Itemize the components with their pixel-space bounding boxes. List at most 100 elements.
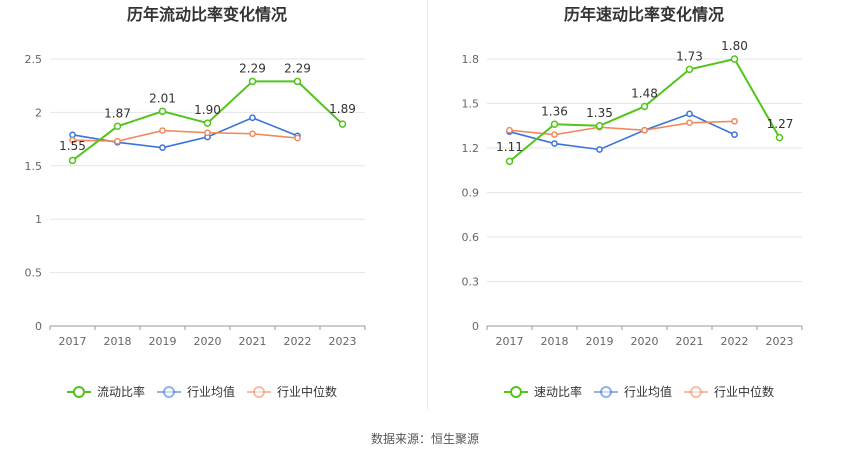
data-point (69, 131, 76, 139)
series-line (72, 116, 298, 149)
x-tick-label: 2019 (149, 335, 177, 348)
data-point (686, 119, 693, 127)
legend-label: 行业均值 (187, 384, 235, 399)
x-tick-label: 2020 (631, 335, 659, 348)
data-label: 1.35 (586, 106, 613, 120)
data-point (294, 134, 301, 142)
legend-marker (253, 386, 265, 398)
data-point (551, 131, 558, 138)
data-label: 1.87 (104, 106, 131, 120)
chart-panel-1: 历年流动比率变化情况 0 0.5 1 1.5 2 2.5 2017 2018 2019 2020 20… (25, 5, 366, 399)
chart-title: 历年流动比率变化情况 (127, 5, 287, 24)
series-industry-mean (69, 114, 301, 151)
x-tick-label: 2023 (766, 335, 794, 348)
data-label: 1.48 (631, 86, 658, 100)
series-industry-median (506, 117, 738, 138)
data-point (159, 127, 166, 134)
y-tick-label: 0.3 (462, 276, 480, 289)
x-tick-label: 2018 (104, 335, 132, 348)
legend-label: 行业均值 (624, 384, 672, 399)
x-tick-label: 2018 (541, 335, 569, 348)
y-tick-label: 0 (472, 320, 479, 333)
data-point (249, 114, 256, 122)
data-point (159, 144, 166, 151)
legend-item: 速动比率 (504, 384, 582, 399)
legend-item: 行业中位数 (247, 384, 337, 399)
x-tick-label: 2017 (59, 335, 87, 348)
series-line (509, 120, 735, 136)
x-tick-label: 2020 (194, 335, 222, 348)
x-tick-label: 2022 (721, 335, 749, 348)
data-label: 1.89 (329, 102, 356, 116)
legend-marker (600, 386, 612, 398)
data-point (158, 107, 167, 116)
data-point (505, 157, 514, 166)
x-tick-label: 2021 (676, 335, 704, 348)
data-point (596, 146, 603, 153)
data-point (595, 122, 604, 130)
data-point (338, 120, 347, 128)
y-tick-label: 2.5 (25, 53, 43, 66)
data-point (203, 119, 212, 127)
x-tick-label: 2023 (329, 335, 357, 348)
data-label: 1.80 (721, 39, 748, 53)
data-point (731, 131, 738, 138)
legend-label: 速动比率 (534, 384, 582, 399)
data-point (68, 156, 77, 165)
data-point (204, 129, 211, 137)
legend-item: 行业均值 (594, 384, 672, 399)
data-point (293, 77, 302, 86)
data-point (730, 55, 739, 63)
chart-title: 历年速动比率变化情况 (564, 5, 724, 24)
data-label: 2.29 (239, 61, 266, 75)
data-point (551, 140, 558, 147)
legend-label: 行业中位数 (714, 384, 774, 399)
y-tick-label: 0.9 (462, 187, 480, 200)
data-point (114, 137, 121, 145)
legend-item: 行业均值 (157, 384, 235, 399)
y-tick-label: 1.5 (25, 160, 43, 173)
legend-marker (510, 386, 522, 398)
panel-divider (427, 0, 428, 410)
y-tick-label: 0 (35, 320, 42, 333)
series-main: 1.11 1.36 1.35 1.48 1.73 1.80 1.27 (496, 39, 794, 166)
y-tick-label: 0.6 (462, 231, 480, 244)
legend-marker (73, 386, 85, 398)
data-point (685, 65, 694, 74)
data-label: 2.29 (284, 61, 311, 75)
y-tick-label: 1 (35, 213, 42, 226)
legend-label: 流动比率 (97, 384, 145, 399)
data-point (550, 120, 559, 129)
x-tick-label: 2021 (239, 335, 267, 348)
y-tick-label: 0.5 (25, 267, 43, 280)
x-tick-label: 2017 (496, 335, 524, 348)
x-tick-label: 2019 (586, 335, 614, 348)
data-point (249, 130, 256, 138)
data-point (113, 122, 122, 131)
legend-item: 流动比率 (67, 384, 145, 399)
y-tick-label: 2 (35, 106, 42, 119)
data-label: 1.11 (496, 140, 523, 154)
x-tick-label: 2022 (284, 335, 312, 348)
data-point (640, 102, 649, 111)
legend-marker (690, 386, 702, 398)
data-point (69, 136, 76, 144)
data-point (641, 126, 648, 134)
y-tick-label: 1.5 (462, 98, 480, 111)
data-point (686, 110, 693, 118)
data-point (506, 126, 513, 134)
series-main: 1.55 1.87 2.01 1.90 2.29 2.29 1.89 (59, 61, 356, 165)
chart-panel-2: 历年速动比率变化情况 0 0.3 0.6 0.9 1.2 1.5 1.8 2017 2018 201… (462, 5, 803, 399)
series-line (509, 113, 735, 151)
legend-item: 行业中位数 (684, 384, 774, 399)
data-label: 1.90 (194, 103, 221, 117)
data-label: 1.36 (541, 104, 568, 118)
data-point (731, 117, 738, 125)
y-tick-label: 1.8 (462, 53, 480, 66)
y-tick-label: 1.2 (462, 142, 480, 155)
data-label: 1.27 (767, 117, 794, 131)
series-industry-median (69, 127, 301, 145)
legend-label: 行业中位数 (277, 384, 337, 399)
data-source-footer: 数据来源：恒生聚源 (370, 432, 479, 446)
